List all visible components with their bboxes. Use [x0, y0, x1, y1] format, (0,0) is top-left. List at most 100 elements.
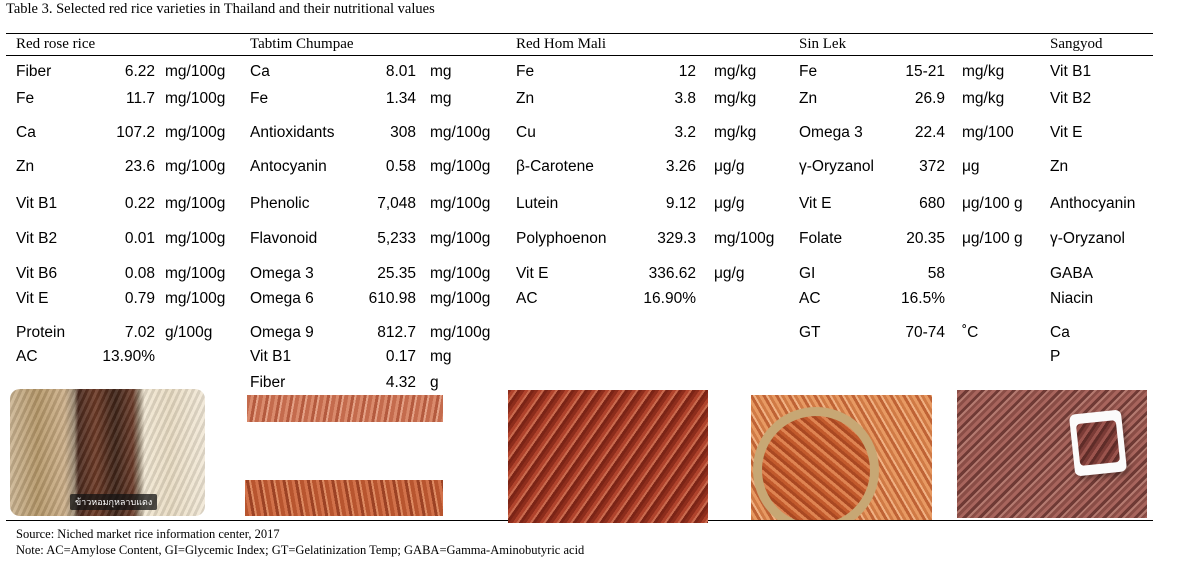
header-sangyod: Sangyod	[1050, 36, 1103, 52]
nutrient-name: Vit E	[1050, 124, 1083, 141]
nutrient-value: 610.98	[368, 290, 416, 307]
nutrient-value: 25.35	[377, 265, 416, 282]
nutrient-name: Antocyanin	[250, 158, 327, 175]
nutrient-unit: mg/100g	[165, 290, 226, 307]
header-rule	[6, 55, 1153, 56]
nutrient-name: Omega 9	[250, 324, 314, 341]
header-red-rose-rice: Red rose rice	[16, 36, 96, 52]
nutrient-unit: mg/100g	[165, 63, 226, 80]
nutrient-value: 20.35	[906, 230, 945, 247]
nutrient-name: Fe	[16, 90, 35, 107]
nutrient-unit: mg/kg	[962, 90, 1005, 107]
nutrient-name: Fiber	[250, 374, 286, 391]
nutrient-name: γ-Oryzanol	[799, 158, 874, 175]
nutrient-value: 9.12	[665, 195, 696, 212]
header-tabtim-chumpae: Tabtim Chumpae	[250, 36, 354, 52]
nutrient-unit: mg/100g	[165, 158, 226, 175]
tabtim-chumpae-photo-top	[247, 395, 443, 422]
nutrient-value: 3.26	[665, 158, 696, 175]
nutrient-value: 13.90%	[102, 348, 155, 365]
nutrient-value: 0.17	[385, 348, 416, 365]
nutrient-value: 23.6	[124, 158, 155, 175]
nutrient-name: Zn	[1050, 158, 1069, 175]
nutrient-unit: mg/100g	[430, 265, 491, 282]
nutrient-value: 3.8	[674, 90, 696, 107]
nutrient-value: 6.22	[124, 63, 155, 80]
nutrient-value: 16.90%	[643, 290, 696, 307]
photo-tag: ข้าวหอมกุหลาบแดง	[70, 494, 158, 510]
nutrient-name: Omega 3	[799, 124, 863, 141]
nutrient-value: 3.2	[674, 124, 696, 141]
nutrient-name: Lutein	[516, 195, 559, 212]
nutrient-name: GT	[799, 324, 821, 341]
table-caption: Table 3. Selected red rice varieties in …	[6, 1, 435, 17]
source-note: Source: Niched market rice information c…	[16, 527, 280, 541]
nutrient-name: Niacin	[1050, 290, 1094, 307]
nutrient-name: Vit E	[516, 265, 549, 282]
nutrient-value: 0.79	[124, 290, 155, 307]
nutrient-value: 8.01	[385, 63, 416, 80]
nutrient-unit: ˚C	[962, 324, 979, 341]
top-rule	[6, 33, 1153, 34]
abbreviation-note: Note: AC=Amylose Content, GI=Glycemic In…	[16, 543, 585, 557]
header-red-hom-mali: Red Hom Mali	[516, 36, 606, 52]
sangyod-photo	[957, 390, 1147, 518]
nutrient-name: Fe	[250, 90, 269, 107]
nutrient-name: Cu	[516, 124, 536, 141]
nutrient-unit: μg/g	[714, 265, 745, 282]
nutrient-value: 308	[390, 124, 416, 141]
nutrient-name: Vit B1	[250, 348, 292, 365]
nutrient-name: Omega 3	[250, 265, 314, 282]
nutrient-unit: mg/kg	[714, 63, 757, 80]
nutrient-name: Zn	[516, 90, 535, 107]
nutrient-value: 7,048	[377, 195, 416, 212]
nutrient-value: 0.08	[124, 265, 155, 282]
nutrient-value: 336.62	[648, 265, 696, 282]
nutrient-name: Fe	[799, 63, 818, 80]
nutrient-value: 812.7	[377, 324, 416, 341]
nutrient-value: 680	[919, 195, 945, 212]
nutrient-name: Vit E	[799, 195, 832, 212]
nutrient-value: 12	[678, 63, 696, 80]
nutrient-unit: mg/100	[962, 124, 1014, 141]
nutrient-name: Ca	[250, 63, 270, 80]
nutrient-value: 5,233	[377, 230, 416, 247]
nutrient-value: 16.5%	[901, 290, 945, 307]
nutrient-value: 0.01	[124, 230, 155, 247]
nutrient-value: 0.58	[385, 158, 416, 175]
nutrient-name: Omega 6	[250, 290, 314, 307]
nutrient-value: 7.02	[124, 324, 155, 341]
nutrient-value: 70-74	[905, 324, 945, 341]
nutrient-unit: mg/100g	[165, 265, 226, 282]
nutrient-name: Protein	[16, 324, 66, 341]
nutrient-unit: mg/100g	[165, 124, 226, 141]
nutrient-value: 4.32	[385, 374, 416, 391]
nutrient-value: 107.2	[116, 124, 155, 141]
nutrient-name: GI	[799, 265, 816, 282]
nutrient-name: Vit E	[16, 290, 49, 307]
nutrient-value: 11.7	[125, 90, 155, 107]
nutrient-unit: μg	[962, 158, 980, 175]
nutrient-value: 26.9	[914, 90, 945, 107]
nutrient-name: Anthocyanin	[1050, 195, 1136, 212]
nutrient-unit: mg/100g	[430, 324, 491, 341]
header-sin-lek: Sin Lek	[799, 36, 847, 52]
nutrient-unit: mg/kg	[714, 124, 757, 141]
nutrient-name: Vit B6	[16, 265, 58, 282]
nutrient-unit: mg/100g	[430, 124, 491, 141]
nutrient-unit: mg	[430, 348, 452, 365]
nutrient-unit: g	[430, 374, 439, 391]
nutrient-name: P	[1050, 348, 1061, 365]
nutrient-name: Flavonoid	[250, 230, 318, 247]
nutrient-unit: μg/g	[714, 158, 745, 175]
nutrient-name: Vit B2	[1050, 90, 1092, 107]
nutrient-unit: mg/kg	[714, 90, 757, 107]
nutrient-unit: μg/g	[714, 195, 745, 212]
nutrient-value: 372	[919, 158, 945, 175]
nutrient-value: 58	[927, 265, 945, 282]
nutrient-name: Fe	[516, 63, 535, 80]
nutrient-unit: mg	[430, 63, 452, 80]
nutrient-name: Vit B1	[16, 195, 58, 212]
nutrient-name: Vit B2	[16, 230, 58, 247]
nutrient-unit: mg	[430, 90, 452, 107]
